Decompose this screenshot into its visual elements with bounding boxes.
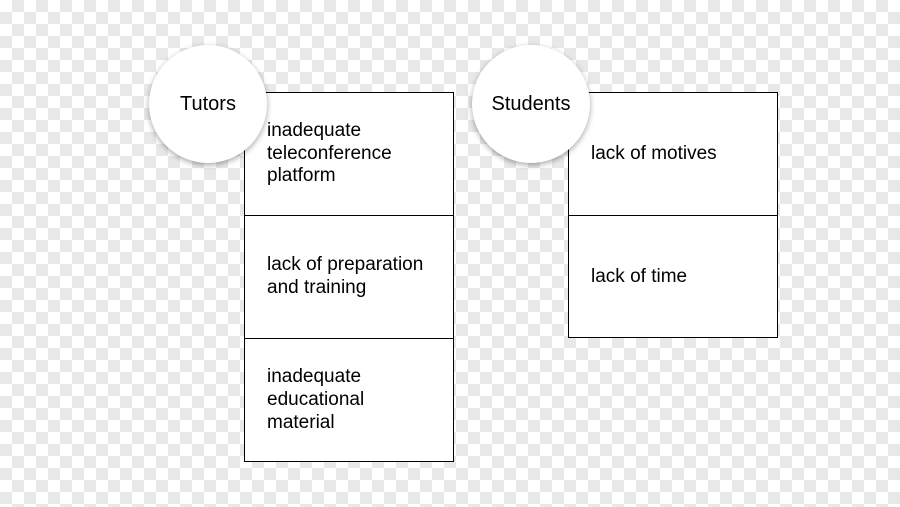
tutors-header-label: Tutors (180, 93, 236, 116)
students-column: lack of motives lack of time (568, 92, 778, 338)
tutors-cell-2: inadequate educational material (245, 339, 453, 462)
tutors-cell-0: inadequate teleconference platform (245, 93, 453, 216)
tutors-column: inadequate teleconference platform lack … (244, 92, 454, 462)
tutors-header-circle: Tutors (149, 45, 267, 163)
students-header-circle: Students (472, 45, 590, 163)
students-cell-1: lack of time (569, 216, 777, 339)
students-cell-0: lack of motives (569, 93, 777, 216)
students-header-label: Students (492, 93, 571, 116)
tutors-cell-1: lack of preparation and training (245, 216, 453, 339)
